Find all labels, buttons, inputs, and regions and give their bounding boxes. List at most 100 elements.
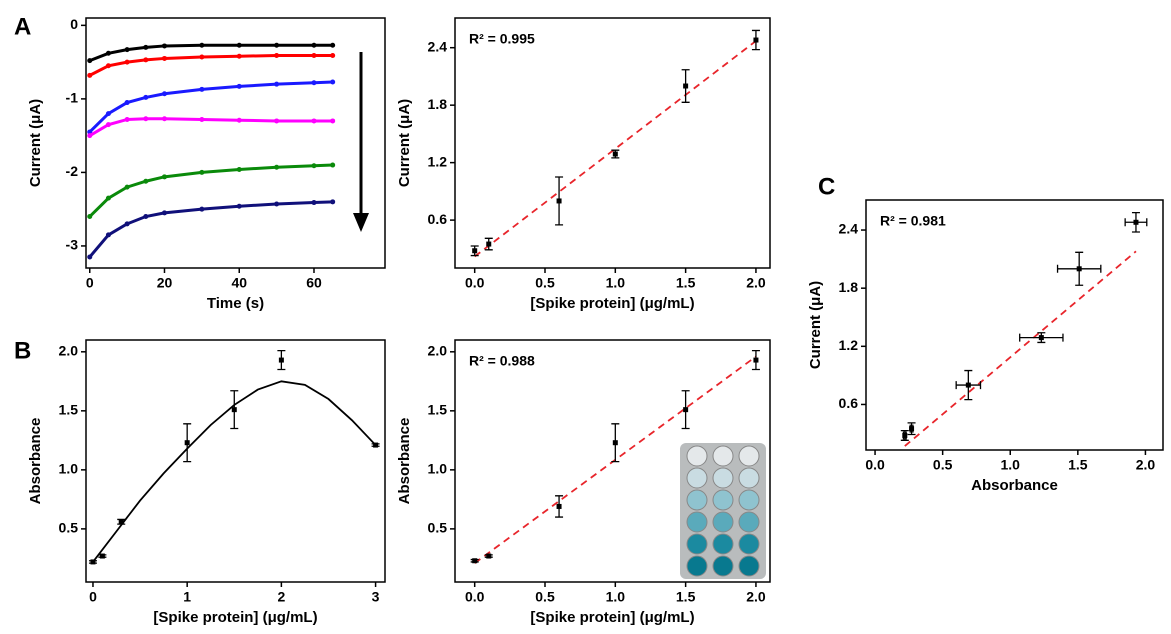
data-point bbox=[486, 553, 492, 559]
fit-line bbox=[904, 250, 1137, 447]
series-marker bbox=[199, 206, 205, 212]
series-marker bbox=[330, 118, 336, 124]
x-tick-label: 1 bbox=[183, 589, 191, 605]
data-point bbox=[965, 382, 971, 388]
series-marker bbox=[236, 83, 242, 89]
series-marker bbox=[87, 254, 93, 260]
plot-frame bbox=[454, 17, 771, 269]
data-point bbox=[683, 407, 689, 413]
series-marker bbox=[143, 94, 149, 100]
series-marker bbox=[199, 54, 205, 60]
series-marker bbox=[330, 79, 336, 85]
data-point bbox=[612, 151, 618, 157]
series-marker bbox=[124, 184, 130, 190]
series-marker bbox=[311, 53, 317, 58]
series-marker bbox=[199, 169, 205, 175]
x-tick-label: 1.5 bbox=[676, 589, 696, 605]
series-marker bbox=[87, 72, 93, 78]
x-tick-label: 20 bbox=[157, 275, 173, 291]
inset-well bbox=[712, 467, 734, 489]
x-tick-label: 0.0 bbox=[465, 275, 485, 291]
annotation: R² = 0.981 bbox=[880, 213, 946, 229]
y-tick-label: 0.6 bbox=[839, 395, 859, 411]
inset-well bbox=[686, 489, 708, 511]
series-marker bbox=[105, 63, 111, 69]
y-axis-title: Current (μA) bbox=[396, 99, 413, 187]
series-marker bbox=[236, 166, 242, 172]
series-marker bbox=[143, 214, 149, 220]
data-point bbox=[683, 83, 689, 89]
data-point bbox=[556, 198, 562, 204]
panel-label: C bbox=[818, 173, 835, 200]
series-marker bbox=[105, 122, 111, 128]
y-axis-title: Absorbance bbox=[396, 418, 413, 505]
series-line bbox=[89, 43, 333, 63]
series-marker bbox=[199, 86, 205, 92]
inset-well bbox=[712, 533, 734, 555]
series-marker bbox=[143, 116, 149, 122]
x-tick-label: 1.0 bbox=[606, 589, 626, 605]
panel-label: A bbox=[14, 13, 31, 40]
series-marker bbox=[143, 178, 149, 184]
annotation: R² = 0.988 bbox=[469, 353, 535, 369]
series-marker bbox=[87, 214, 93, 220]
x-tick-label: 0 bbox=[89, 589, 97, 605]
series-marker bbox=[274, 81, 280, 87]
y-axis-title: Current (μA) bbox=[807, 281, 824, 369]
x-axis-title: [Spike protein] (μg/mL) bbox=[153, 609, 317, 626]
x-tick-label: 1.5 bbox=[1068, 457, 1088, 473]
data-point bbox=[472, 558, 478, 564]
plot-frame bbox=[85, 17, 386, 269]
series-marker bbox=[124, 47, 130, 53]
series-marker bbox=[199, 116, 205, 122]
y-tick-label: 1.5 bbox=[428, 402, 448, 418]
inset-well bbox=[686, 445, 708, 467]
y-tick-label: 1.2 bbox=[428, 153, 448, 169]
inset-well bbox=[712, 555, 734, 577]
y-tick-label: 2.4 bbox=[839, 221, 859, 237]
plot-frame bbox=[865, 199, 1164, 451]
data-point bbox=[99, 553, 105, 559]
y-tick-label: 0.6 bbox=[428, 211, 448, 227]
y-axis-title: Current (μA) bbox=[27, 99, 44, 187]
y-tick-label: 1.5 bbox=[59, 402, 79, 418]
data-point bbox=[231, 407, 237, 413]
y-tick-label: 2.0 bbox=[428, 343, 448, 359]
y-tick-label: 1.8 bbox=[428, 96, 448, 112]
series-line bbox=[88, 163, 333, 218]
inset-well bbox=[686, 555, 708, 577]
series-marker bbox=[330, 53, 336, 58]
series-marker bbox=[274, 164, 280, 170]
series-marker bbox=[161, 116, 167, 122]
series-marker bbox=[274, 201, 280, 207]
inset-well bbox=[712, 511, 734, 533]
inset-well bbox=[738, 533, 760, 555]
x-tick-label: 1.0 bbox=[606, 275, 626, 291]
series-marker bbox=[236, 117, 242, 123]
series-marker bbox=[87, 58, 93, 64]
y-tick-label: 0.5 bbox=[428, 520, 448, 536]
data-point bbox=[902, 432, 908, 438]
series-marker bbox=[161, 43, 167, 49]
series-marker bbox=[330, 162, 336, 168]
series-line bbox=[89, 54, 333, 77]
plot-frame bbox=[85, 339, 386, 583]
x-axis-title: [Spike protein] (μg/mL) bbox=[530, 295, 694, 312]
series-marker bbox=[311, 42, 317, 48]
series-marker bbox=[274, 118, 280, 124]
x-tick-label: 0.5 bbox=[535, 589, 555, 605]
inset-well bbox=[686, 467, 708, 489]
series-marker bbox=[105, 232, 111, 238]
series-marker bbox=[105, 195, 111, 201]
series-marker bbox=[311, 118, 317, 124]
x-tick-label: 0.0 bbox=[865, 457, 885, 473]
series-marker bbox=[124, 221, 130, 227]
y-tick-label: -2 bbox=[66, 163, 79, 179]
data-point bbox=[373, 442, 379, 448]
y-tick-label: 1.0 bbox=[59, 461, 79, 477]
data-point bbox=[184, 440, 190, 446]
x-tick-label: 0.5 bbox=[933, 457, 953, 473]
x-tick-label: 1.5 bbox=[676, 275, 696, 291]
plot-frame bbox=[454, 339, 771, 583]
series-marker bbox=[236, 42, 242, 48]
